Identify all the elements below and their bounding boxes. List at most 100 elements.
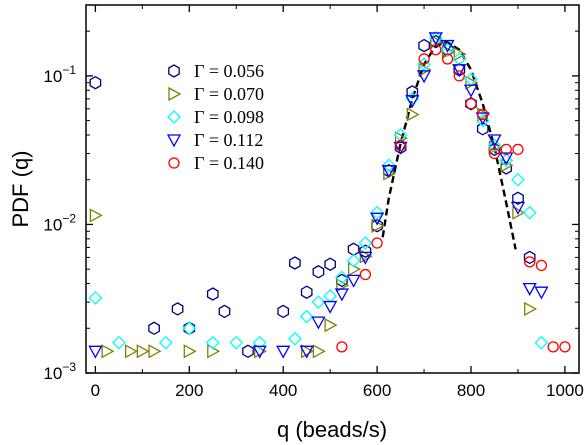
data-point — [418, 53, 430, 65]
series-1 — [89, 34, 536, 359]
data-point — [381, 158, 396, 173]
data-point — [288, 331, 302, 346]
data-point — [559, 341, 571, 353]
data-point — [324, 257, 336, 271]
data-point — [205, 335, 220, 350]
data-point — [393, 141, 408, 155]
data-point — [477, 108, 489, 121]
data-point — [346, 274, 361, 288]
data-point — [183, 344, 197, 359]
data-point — [359, 268, 372, 281]
data-point — [358, 251, 373, 265]
data-point — [276, 345, 291, 359]
data-point — [476, 122, 489, 136]
data-point — [370, 212, 385, 226]
data-point — [394, 139, 407, 152]
data-point — [347, 262, 361, 277]
data-point — [312, 344, 326, 359]
data-point — [148, 321, 160, 336]
data-point — [488, 147, 501, 160]
x-tick-label: 600 — [363, 381, 391, 400]
legend-label: Γ = 0.140 — [194, 153, 264, 173]
data-point — [511, 172, 525, 187]
data-point — [405, 91, 420, 106]
data-point — [183, 321, 196, 336]
data-point — [499, 152, 514, 166]
data-point — [534, 335, 549, 350]
data-point — [89, 208, 103, 223]
data-point — [370, 205, 385, 220]
data-point — [88, 345, 103, 359]
data-point — [136, 344, 150, 359]
y-tick-label: 10−3 — [43, 360, 76, 383]
series-5 — [336, 44, 571, 353]
x-axis-label: q (beads/s) — [277, 417, 387, 442]
data-point — [428, 32, 443, 46]
data-points — [88, 31, 571, 359]
data-point — [311, 295, 326, 310]
data-point — [510, 201, 526, 215]
data-point — [371, 237, 383, 249]
data-point — [148, 344, 162, 359]
data-point — [522, 282, 537, 296]
data-point — [381, 165, 396, 179]
data-point — [111, 335, 126, 350]
data-point — [535, 259, 548, 272]
y-axis-label: PDF (q) — [8, 151, 33, 228]
x-tick-label: 0 — [91, 381, 100, 400]
data-point — [336, 341, 348, 353]
legend-label: Γ = 0.112 — [194, 130, 263, 150]
data-point — [359, 249, 373, 264]
data-point — [346, 253, 361, 268]
series-3 — [88, 31, 549, 350]
data-point — [289, 256, 301, 270]
data-point — [465, 96, 477, 111]
data-point — [453, 47, 467, 62]
legend-label: Γ = 0.070 — [194, 84, 264, 104]
data-point — [358, 236, 373, 250]
legend-marker — [166, 134, 182, 148]
data-point — [101, 344, 115, 359]
data-point — [371, 218, 383, 233]
data-point — [158, 335, 173, 350]
plot-frame — [85, 4, 580, 374]
data-point — [323, 289, 338, 303]
data-point — [88, 291, 103, 305]
data-point — [299, 309, 314, 324]
data-point — [359, 244, 372, 258]
legend-marker — [168, 86, 182, 102]
data-point — [452, 64, 467, 78]
data-point — [299, 345, 314, 359]
legend-label: Γ = 0.056 — [194, 61, 264, 81]
data-point — [487, 134, 502, 148]
data-point — [523, 250, 536, 265]
x-tick-label: 800 — [457, 381, 485, 400]
data-point — [487, 138, 502, 153]
data-point — [430, 44, 442, 56]
data-point — [522, 205, 537, 220]
data-point — [277, 304, 290, 319]
data-point — [512, 191, 524, 206]
legend-marker — [168, 157, 180, 169]
data-point — [229, 335, 244, 350]
data-point — [171, 302, 184, 316]
data-point — [301, 344, 315, 359]
legend-marker — [168, 64, 180, 78]
data-point — [500, 143, 512, 156]
data-point — [89, 75, 102, 90]
data-point — [334, 288, 349, 302]
y-tick-label: 10−2 — [43, 211, 76, 234]
data-point — [475, 113, 490, 128]
data-point — [418, 38, 430, 53]
data-point — [347, 242, 360, 257]
data-point — [465, 98, 477, 110]
axis-tick-labels: 0 200 400 600 800 1000 10−3 10−2 10−1 — [43, 63, 583, 400]
data-point — [207, 344, 221, 359]
x-tick-label: 400 — [269, 381, 297, 400]
data-point — [405, 95, 420, 109]
data-point — [512, 205, 526, 220]
y-tick-label: 10−1 — [43, 63, 76, 86]
series-4 — [88, 32, 549, 359]
data-point — [124, 344, 138, 359]
data-point — [252, 345, 267, 359]
